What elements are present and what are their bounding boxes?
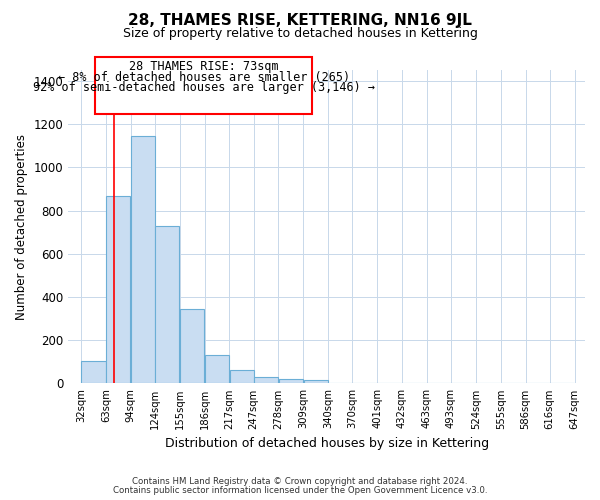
Text: 92% of semi-detached houses are larger (3,146) →: 92% of semi-detached houses are larger (… bbox=[33, 81, 375, 94]
Bar bbox=[155, 226, 179, 384]
Bar bbox=[254, 377, 278, 384]
Bar bbox=[304, 380, 328, 384]
X-axis label: Distribution of detached houses by size in Kettering: Distribution of detached houses by size … bbox=[164, 437, 488, 450]
Text: Contains public sector information licensed under the Open Government Licence v3: Contains public sector information licen… bbox=[113, 486, 487, 495]
Bar bbox=[279, 379, 303, 384]
Bar bbox=[106, 196, 130, 384]
Bar bbox=[205, 356, 229, 384]
Text: Contains HM Land Registry data © Crown copyright and database right 2024.: Contains HM Land Registry data © Crown c… bbox=[132, 477, 468, 486]
FancyBboxPatch shape bbox=[95, 57, 312, 114]
Text: 28 THAMES RISE: 73sqm: 28 THAMES RISE: 73sqm bbox=[129, 60, 278, 74]
Bar bbox=[82, 360, 106, 384]
Bar bbox=[131, 136, 155, 384]
Text: Size of property relative to detached houses in Kettering: Size of property relative to detached ho… bbox=[122, 28, 478, 40]
Y-axis label: Number of detached properties: Number of detached properties bbox=[15, 134, 28, 320]
Bar bbox=[180, 309, 204, 384]
Text: 28, THAMES RISE, KETTERING, NN16 9JL: 28, THAMES RISE, KETTERING, NN16 9JL bbox=[128, 12, 472, 28]
Bar bbox=[230, 370, 254, 384]
Text: ← 8% of detached houses are smaller (265): ← 8% of detached houses are smaller (265… bbox=[58, 71, 350, 84]
